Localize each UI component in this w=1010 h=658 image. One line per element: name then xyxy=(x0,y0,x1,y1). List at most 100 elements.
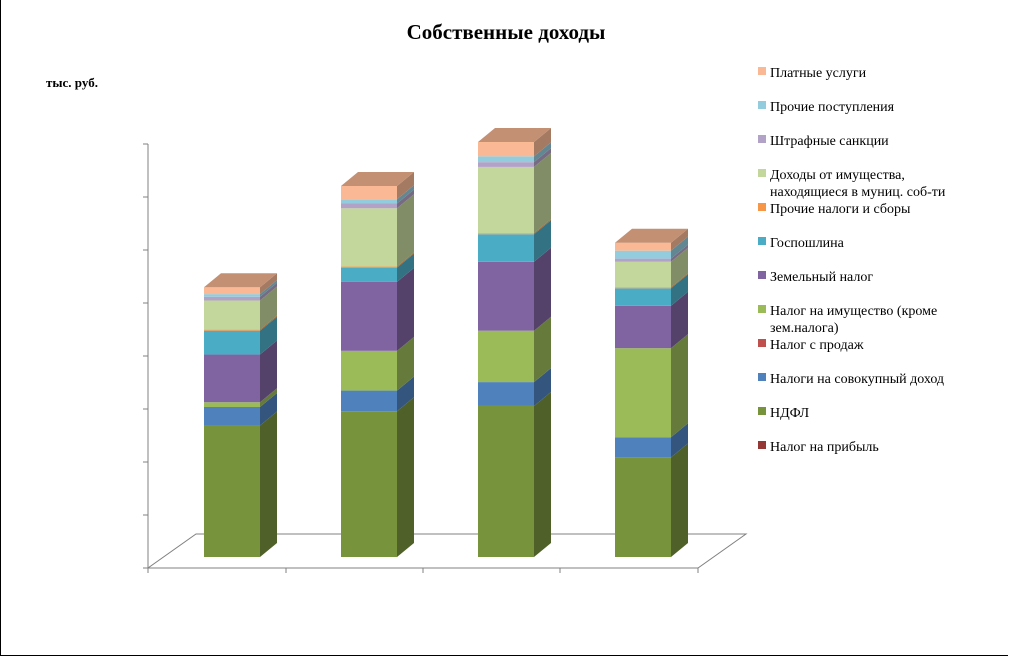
bar-segment-side xyxy=(260,280,277,297)
bar-segment-side xyxy=(534,391,551,557)
bar-segment xyxy=(341,281,397,351)
bar-segment-side xyxy=(534,148,551,167)
bar-segment-side xyxy=(534,316,551,383)
bar-segment-side xyxy=(534,142,551,163)
bar-segment xyxy=(478,234,534,262)
bar-segment-side xyxy=(260,340,277,403)
bar-segment xyxy=(341,411,397,557)
bar-segment xyxy=(615,261,671,288)
bar-segment xyxy=(204,296,260,301)
bar-segment-side xyxy=(534,247,551,331)
bar-segment xyxy=(204,287,260,295)
legend-label: Прочие налоги и сборы xyxy=(770,202,911,217)
bar-segment-side xyxy=(534,220,551,262)
bar-segment-side xyxy=(534,128,551,157)
bar-segment xyxy=(478,261,534,331)
chart-title: Собственные доходы xyxy=(407,20,606,44)
bar-segment xyxy=(341,266,397,268)
bar-segment-side xyxy=(397,172,414,200)
y-axis-unit-label: тыс. руб. xyxy=(46,75,98,90)
bar-segment-side xyxy=(260,315,277,331)
legend-label: Штрафные санкции xyxy=(770,134,889,149)
bar-segment xyxy=(204,300,260,330)
bar-segment xyxy=(341,203,397,209)
bar-top-face xyxy=(204,273,277,288)
legend-swatch xyxy=(758,407,766,415)
bar-segment-side xyxy=(397,185,414,204)
bar-segment-side xyxy=(671,274,688,306)
bar-segment xyxy=(615,288,671,306)
bar-segment-side xyxy=(397,253,414,282)
bar-segment xyxy=(615,437,671,458)
bar-segment xyxy=(615,242,671,251)
bar-segment xyxy=(478,382,534,406)
legend-swatch xyxy=(758,67,766,75)
bar-segment xyxy=(341,208,397,267)
bar-segment xyxy=(341,186,397,200)
bar-segment xyxy=(478,166,534,234)
legend-swatch xyxy=(758,135,766,143)
bar-segment-side xyxy=(534,368,551,406)
legend-label: Прочие поступления xyxy=(770,100,895,115)
legend-label: Налог на прибыль xyxy=(770,440,879,455)
bar-segment xyxy=(615,457,671,557)
legend-swatch xyxy=(758,271,766,279)
bar-segment-side xyxy=(671,236,688,259)
legend-label: Налог с продаж xyxy=(770,338,864,353)
legend-label: Налог на имущество (кроме зем.налога) xyxy=(770,304,937,336)
bar-top-face xyxy=(615,228,688,243)
bar-segment xyxy=(478,162,534,167)
bar-segment-side xyxy=(671,244,688,262)
legend-swatch xyxy=(758,101,766,109)
bar-segment-side xyxy=(534,219,551,235)
chart-floor xyxy=(146,533,748,569)
bar-segment xyxy=(478,142,534,157)
bar-segment-side xyxy=(397,376,414,412)
bar-segment-side xyxy=(397,336,414,391)
chart-bars xyxy=(204,128,688,557)
bar-segment xyxy=(204,329,260,331)
bar-segment-side xyxy=(671,273,688,289)
bar-segment-side xyxy=(397,194,414,267)
bar-segment xyxy=(341,267,397,282)
bar-segment xyxy=(204,354,260,403)
bar-segment xyxy=(478,405,534,557)
chart-axes xyxy=(143,143,699,573)
legend-swatch xyxy=(758,339,766,347)
chart-floor-plane xyxy=(146,533,748,569)
bar-segment-side xyxy=(397,397,414,557)
bar-segment xyxy=(478,233,534,235)
legend-label: Доходы от имущества, находящиеся в муниц.… xyxy=(770,168,946,200)
bar-segment-side xyxy=(534,152,551,234)
bar-segment xyxy=(478,330,534,383)
bar-segment xyxy=(341,350,397,391)
bar-top-face xyxy=(341,172,414,186)
bar-segment xyxy=(478,156,534,163)
legend-label: Платные услуги xyxy=(770,66,867,81)
bar-segment-side xyxy=(260,411,277,557)
legend-swatch xyxy=(758,203,766,211)
bar-segment xyxy=(615,305,671,349)
bar-segment-side xyxy=(671,291,688,349)
bar-segment-side xyxy=(671,334,688,438)
bar-segment xyxy=(204,402,260,408)
legend-label: Госпошлина xyxy=(770,236,845,251)
bar-segment-side xyxy=(671,228,688,251)
bar-segment-side xyxy=(671,423,688,458)
bar-segment-side xyxy=(397,189,414,209)
bar-segment-side xyxy=(260,316,277,355)
bar-segment xyxy=(341,390,397,412)
bar-segment xyxy=(615,287,671,289)
bar-segment-side xyxy=(671,443,688,557)
legend-swatch xyxy=(758,373,766,381)
bar-segment-side xyxy=(260,286,277,330)
bar-segment-side xyxy=(397,252,414,268)
bar-segment xyxy=(615,258,671,262)
bar-segment-side xyxy=(260,388,277,408)
chart-legend: Платные услуги Прочие поступления Штрафные… xyxy=(758,66,946,455)
bar-segment xyxy=(204,294,260,297)
bar-segment-side xyxy=(260,282,277,301)
bar-segment-side xyxy=(260,273,277,295)
